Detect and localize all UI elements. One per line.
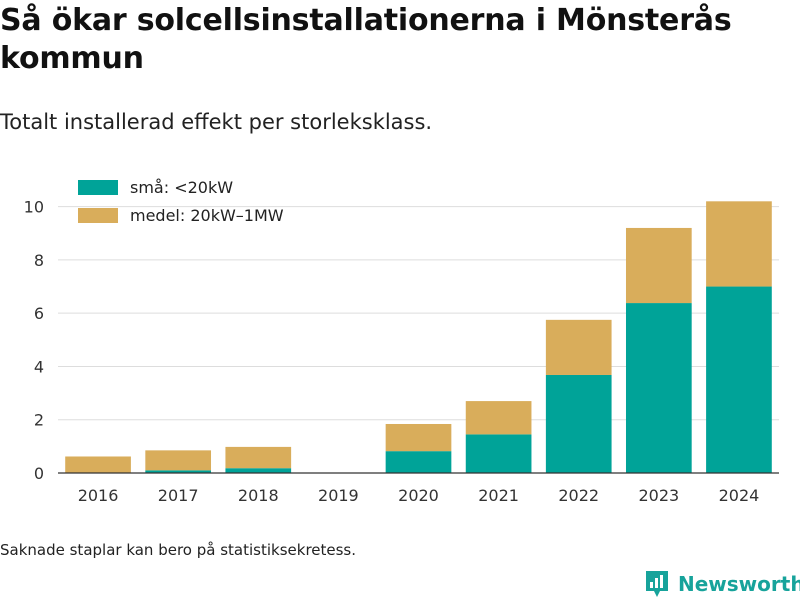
bar-medel-2021	[465, 401, 532, 435]
brand-name: Newsworthy	[678, 572, 800, 596]
legend-label-sma: små: <20kW	[130, 178, 233, 197]
bar-medel-2023	[625, 227, 692, 304]
bar-sma-2020	[385, 451, 452, 473]
bar-medel-2016	[65, 456, 131, 473]
chart-title: Så ökar solcellsinstallationerna i Mönst…	[0, 3, 732, 76]
bar-sma-2017	[145, 470, 212, 473]
x-tick-label: 2021	[478, 486, 519, 505]
bar-medel-2020	[385, 423, 452, 452]
bar-sma-2023	[625, 303, 692, 473]
bar-sma-2022	[545, 374, 612, 473]
newsworthy-chart-logo-icon	[646, 571, 668, 597]
footnote: Saknade staplar kan bero på statistiksek…	[0, 541, 357, 559]
legend-swatch-medel	[78, 208, 118, 223]
x-tick-label: 2024	[719, 486, 760, 505]
x-tick-label: 2020	[398, 486, 439, 505]
x-tick-label: 2022	[558, 486, 599, 505]
x-tick-label: 2018	[238, 486, 279, 505]
bar-medel-2017	[145, 450, 212, 471]
legend-swatch-sma	[78, 180, 118, 195]
y-tick-label: 10	[24, 198, 44, 217]
brand-logo[interactable]: Newsworthy	[644, 568, 800, 600]
bar-medel-2024	[706, 201, 772, 287]
bar-medel-2022	[545, 319, 612, 375]
y-tick-label: 6	[34, 304, 44, 323]
x-tick-label: 2019	[318, 486, 359, 505]
y-tick-label: 8	[34, 251, 44, 270]
x-tick-label: 2016	[78, 486, 119, 505]
legend-label-medel: medel: 20kW–1MW	[130, 206, 284, 225]
bar-sma-2018	[225, 468, 292, 473]
bar-medel-2018	[225, 446, 292, 469]
y-tick-label: 0	[34, 464, 44, 483]
y-tick-label: 4	[34, 357, 44, 376]
y-tick-label: 2	[34, 411, 44, 430]
bar-sma-2021	[465, 434, 532, 473]
chart-subtitle: Totalt installerad effekt per storlekskl…	[0, 110, 433, 134]
x-tick-label: 2023	[638, 486, 679, 505]
bar-sma-2024	[706, 286, 772, 473]
x-tick-label: 2017	[158, 486, 199, 505]
